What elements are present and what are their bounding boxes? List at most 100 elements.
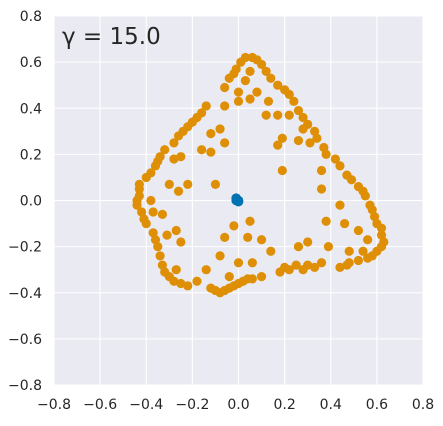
data-point [169,138,179,148]
data-point [134,191,144,201]
data-point [137,207,147,217]
data-point [353,225,364,236]
data-point [335,161,345,171]
data-point [169,276,179,286]
data-point [266,73,276,83]
data-point [298,112,308,123]
data-point [256,235,267,245]
data-point [132,200,142,210]
center-point [233,196,244,207]
data-point [146,168,156,178]
data-point [247,274,257,284]
data-point [284,265,294,275]
data-point [372,218,382,229]
data-point [201,101,211,111]
data-point [344,258,354,268]
y-tick-label: 0.6 [20,55,42,71]
data-point [312,133,322,143]
data-point [273,110,283,120]
data-point [256,272,267,282]
data-point [150,235,161,245]
data-point [220,101,230,111]
data-point [369,212,380,222]
y-axis-ticks: −0.8 −0.6 −0.4 −0.2 0.0 0.2 0.4 0.6 0.8 [8,9,42,394]
data-point [171,265,181,275]
data-point [153,242,163,252]
data-point [220,138,230,148]
data-point [319,142,329,153]
data-point [293,135,304,146]
data-point [321,149,331,159]
data-point [236,57,246,67]
data-point [160,145,170,155]
y-tick-label: 0.2 [20,147,42,163]
data-point [210,179,221,189]
y-tick-label: 0.0 [20,194,42,210]
data-point [303,237,313,247]
data-point [164,179,174,189]
data-point [363,235,373,245]
data-point [197,145,207,155]
y-tick-label: −0.6 [8,332,42,348]
data-point [316,165,327,176]
data-point [342,170,352,180]
data-point [220,232,230,242]
data-point [310,262,320,272]
data-point [233,258,244,268]
data-point [266,246,276,256]
data-point [224,73,234,83]
data-point [233,87,244,97]
data-point [240,75,251,86]
data-point [330,154,340,164]
data-point [183,179,193,189]
data-point [233,96,244,106]
data-point [224,272,234,282]
data-point [335,200,345,210]
x-axis-ticks: −0.8 −0.6 −0.4 −0.2 0.0 0.2 0.4 0.6 0.8 [37,397,434,413]
x-tick-label: −0.8 [37,397,71,413]
data-point [215,251,225,261]
y-tick-label: −0.2 [8,240,42,256]
y-tick-label: 0.4 [20,101,42,117]
data-point [280,85,290,95]
data-point [353,182,364,192]
x-tick-label: 0.2 [273,397,295,413]
data-point [305,138,315,148]
data-point [247,52,257,63]
data-point [206,129,216,139]
data-point [284,110,294,120]
data-point [339,218,350,229]
data-point [176,152,186,162]
data-point [358,246,368,256]
data-point [247,258,257,268]
data-point [335,262,345,272]
data-point [201,265,211,275]
data-point [148,228,158,238]
data-point [220,82,230,93]
data-point [245,94,255,104]
data-point [344,246,354,256]
data-point [252,87,262,97]
data-point [245,66,255,76]
data-point [323,242,334,252]
data-point [291,260,301,270]
data-point [310,126,320,136]
data-point [263,96,274,106]
data-point [273,80,283,90]
x-tick-label: 0.4 [320,397,342,413]
data-point [162,230,172,240]
data-point [155,152,165,162]
data-point [303,260,313,270]
data-point [141,218,151,229]
data-point [289,96,299,106]
data-point [183,281,193,291]
data-point [277,165,287,176]
data-point [229,221,239,231]
x-tick-label: 0.8 [412,397,434,413]
data-point [243,232,253,242]
data-point [298,124,308,134]
data-point [353,255,364,266]
data-point [376,230,387,240]
